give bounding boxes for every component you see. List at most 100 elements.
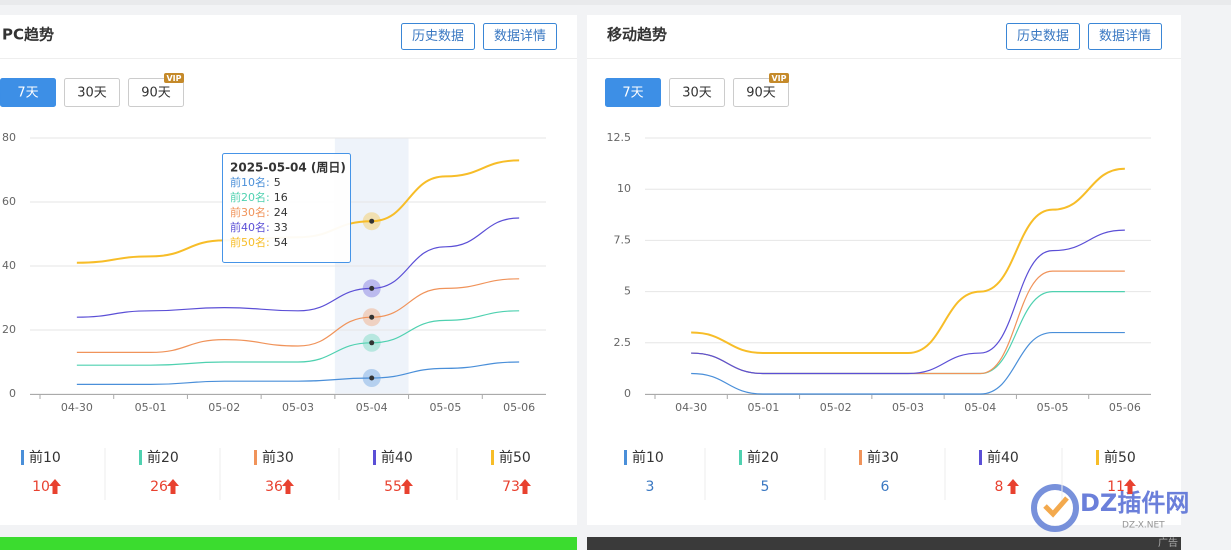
range-label[interactable]: 30天 [682,86,712,101]
range-label[interactable]: 30天 [77,86,107,101]
x-tick-label: 05-04 [356,401,388,414]
y-tick-label: 10 [617,182,631,195]
banner [587,537,1181,550]
y-tick-label: 5 [624,285,631,298]
legend-swatch [21,450,24,465]
summary-value: 6 [881,479,890,495]
tooltip-value: 24 [274,206,288,219]
tooltip-label: 前40名: [230,220,270,234]
range-button[interactable] [669,78,725,107]
y-tick-label: 60 [2,195,16,208]
summary-value: 3 [646,479,655,495]
up-arrow [282,479,294,494]
range-label[interactable]: 90天 [141,86,171,101]
vip-label: VIP [771,74,786,83]
legend-label: 前20 [747,449,779,466]
logo [1031,484,1079,532]
legend-label: 前30 [262,449,294,466]
button[interactable] [401,23,475,50]
button[interactable] [1006,23,1080,50]
hover-point [369,314,375,320]
y-tick-label: 2.5 [614,336,632,349]
line [76,310,520,366]
tooltip-label: 前30名: [230,205,270,219]
x-tick-label: 05-03 [282,401,314,414]
range-button[interactable] [605,78,661,107]
y-tick-label: 12.5 [607,131,632,144]
legend-label: 前30 [867,449,899,466]
summary-value: 55 [384,479,402,495]
button-label[interactable]: 数据详情 [494,29,546,44]
y-tick-label: 20 [2,323,16,336]
tooltip-label: 前20名: [230,190,270,204]
up-arrow [1124,479,1136,494]
range-button[interactable] [0,78,56,107]
legend-label: 前40 [987,449,1019,466]
line [691,331,1125,395]
legend-swatch [139,450,142,465]
summary-value: 5 [761,479,770,495]
legend-swatch [373,450,376,465]
legend-swatch [859,450,862,465]
legend-swatch [979,450,982,465]
hover-point [369,218,375,224]
up-arrow [401,479,413,494]
button-label[interactable]: 历史数据 [412,29,464,44]
range-label[interactable]: 7天 [17,86,38,101]
vip-label: VIP [166,74,181,83]
button[interactable] [483,23,557,50]
up-arrow [49,479,61,494]
summary-value: 36 [265,479,283,495]
line [691,167,1125,355]
summary-value: 11 [1107,479,1125,495]
tooltip-value: 16 [274,191,288,204]
button[interactable] [1088,23,1162,50]
legend-label: 前10 [632,449,664,466]
tooltip-row: 前50名: 54 [230,235,288,249]
tooltip-value: 33 [274,221,288,234]
x-tick-label: 05-02 [820,401,852,414]
hover-point [369,285,375,291]
button-label[interactable]: 数据详情 [1099,29,1151,44]
summary-value: 26 [150,479,168,495]
range-button[interactable] [733,78,789,107]
x-tick-label: 05-03 [892,401,924,414]
tooltip-label: 前50名: [230,235,270,249]
y-tick-label: 0 [9,387,16,400]
y-tick-label: 40 [2,259,16,272]
x-tick-label: 05-06 [1109,401,1141,414]
up-arrow [519,479,531,494]
x-tick-label: 05-05 [429,401,461,414]
watermark: DZ插件网 DZ-X.NET [1031,484,1189,532]
up-arrow [167,479,179,494]
vip-badge [769,73,789,83]
legend-label: 前10 [29,449,61,466]
tooltip-row: 前30名: 24 [230,205,288,219]
range-button[interactable] [128,78,184,107]
button-label[interactable]: 历史数据 [1017,29,1069,44]
x-tick-label: 05-02 [208,401,240,414]
legend-label: 前40 [381,449,413,466]
legend-swatch [491,450,494,465]
banner [0,537,577,550]
x-tick-label: 05-06 [503,401,535,414]
tooltip-value: 54 [274,236,288,249]
range-label[interactable]: 7天 [622,86,643,101]
ad-label: 广告 [1158,536,1178,549]
tooltip-value: 5 [274,176,281,189]
x-tick-label: 04-30 [675,401,707,414]
brand: DZ插件网 [1080,489,1189,517]
y-tick-label: 7.5 [614,233,632,246]
range-button[interactable] [64,78,120,107]
summary-value: 73 [502,479,520,495]
line [76,361,520,386]
panel-title: PC趋势 [2,26,54,44]
y-tick-label: 80 [2,131,16,144]
tooltip [222,153,351,263]
range-label[interactable]: 90天 [746,86,776,101]
summary-value: 8 [995,479,1004,495]
x-tick-label: 04-30 [61,401,93,414]
x-tick-label: 05-04 [964,401,996,414]
